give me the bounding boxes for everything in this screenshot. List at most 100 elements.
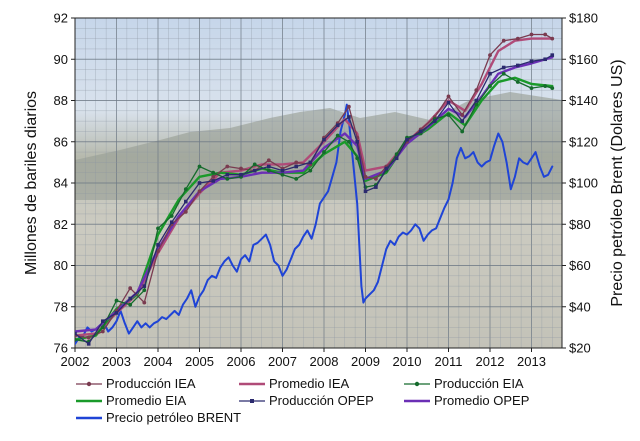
data-point xyxy=(543,84,548,88)
y-axis-title: Millones de bariles diarios xyxy=(23,91,40,275)
x-tick-label: 2009 xyxy=(351,354,380,369)
axes: 76 78 80 82 84 86 88 90 92 $20 $40 $60 $80 $100 $120 $1… xyxy=(54,11,598,370)
data-point xyxy=(211,170,216,175)
data-point xyxy=(550,86,555,91)
data-point xyxy=(516,63,520,68)
data-point xyxy=(460,113,465,117)
legend-item: Producción OPEP xyxy=(239,393,374,408)
data-point xyxy=(347,115,351,119)
data-point xyxy=(128,302,133,307)
y2-tick-label: $180 xyxy=(569,11,598,26)
data-point xyxy=(197,189,202,194)
data-point xyxy=(75,331,77,336)
legend-label: Promedio IEA xyxy=(269,376,350,391)
data-point xyxy=(529,32,534,37)
data-point xyxy=(169,214,174,218)
x-tick-label: 2007 xyxy=(268,354,297,369)
series-0 xyxy=(75,32,555,340)
series-layer xyxy=(75,32,555,346)
data-point xyxy=(239,172,243,177)
data-point xyxy=(373,176,378,181)
series-2 xyxy=(75,71,555,344)
data-point xyxy=(75,337,77,342)
data-point xyxy=(474,88,479,93)
y2-tick-label: $20 xyxy=(569,341,591,356)
data-point xyxy=(100,325,105,330)
data-point xyxy=(347,139,351,144)
data-point xyxy=(446,100,451,105)
data-point xyxy=(446,94,451,99)
x-tick-label: 2003 xyxy=(102,354,131,369)
y2-tick-label: $140 xyxy=(569,93,598,108)
x-tick-label: 2006 xyxy=(227,354,256,369)
series-4 xyxy=(75,53,555,346)
data-point xyxy=(197,164,202,169)
series-3 xyxy=(75,76,554,341)
data-point xyxy=(86,335,91,340)
series-6 xyxy=(75,103,554,345)
y-tick-label: 86 xyxy=(54,134,68,149)
data-point xyxy=(394,156,399,161)
data-point xyxy=(529,59,534,64)
data-point xyxy=(363,189,368,194)
y-tick-label: 88 xyxy=(54,93,68,108)
data-point xyxy=(335,133,340,138)
data-point xyxy=(418,129,423,134)
legend-item: Producción EIA xyxy=(404,376,524,391)
legend-label: Producción EIA xyxy=(434,376,524,391)
data-point xyxy=(114,311,119,315)
data-point xyxy=(446,113,451,117)
y2-axis-title: Precio petróleo Brent (Dolares US) xyxy=(609,59,626,306)
legend-item: Producción IEA xyxy=(76,376,196,391)
y2-tick-label: $160 xyxy=(569,52,598,67)
data-point xyxy=(169,220,174,224)
x-tick-label: 2010 xyxy=(393,354,422,369)
data-point xyxy=(156,226,160,231)
y-tick-label: 82 xyxy=(54,217,68,232)
data-point xyxy=(308,168,313,173)
y-tick-label: 80 xyxy=(54,258,68,273)
data-point xyxy=(128,286,133,291)
data-point xyxy=(225,172,230,177)
data-point xyxy=(550,53,555,57)
data-point xyxy=(501,71,506,76)
series-1 xyxy=(75,37,554,337)
data-point xyxy=(280,172,285,177)
data-point xyxy=(266,168,271,173)
y-tick-label: 92 xyxy=(54,11,68,26)
data-point xyxy=(488,71,492,76)
x-tick-label: 2013 xyxy=(517,354,546,369)
data-point xyxy=(488,53,492,58)
series-line xyxy=(75,103,554,345)
data-point xyxy=(142,300,147,305)
data-point xyxy=(355,156,360,161)
data-point xyxy=(142,284,147,288)
data-point xyxy=(183,187,188,192)
data-point xyxy=(460,129,465,134)
data-point xyxy=(308,160,313,165)
series-line xyxy=(75,73,553,343)
series-line xyxy=(75,54,553,345)
data-point xyxy=(363,174,368,179)
data-point xyxy=(374,185,378,189)
y2-tick-label: $120 xyxy=(569,134,598,149)
y2-tick-label: $80 xyxy=(569,217,591,232)
x-tick-label: 2012 xyxy=(476,354,505,369)
legend-marker xyxy=(250,399,254,403)
data-point xyxy=(347,104,351,109)
data-point xyxy=(474,98,479,103)
data-point xyxy=(474,102,479,107)
data-point xyxy=(501,65,506,70)
data-point xyxy=(184,199,188,204)
data-point xyxy=(322,150,326,154)
data-point xyxy=(100,329,105,334)
legend: Producción IEA Promedio IEA Producción EIA… xyxy=(76,376,529,425)
data-point xyxy=(529,86,534,91)
legend-label: Producción OPEP xyxy=(269,393,374,408)
data-point xyxy=(405,137,409,142)
data-point xyxy=(550,36,555,41)
data-point xyxy=(335,123,340,128)
data-point xyxy=(501,38,506,43)
y-tick-label: 84 xyxy=(54,176,68,191)
